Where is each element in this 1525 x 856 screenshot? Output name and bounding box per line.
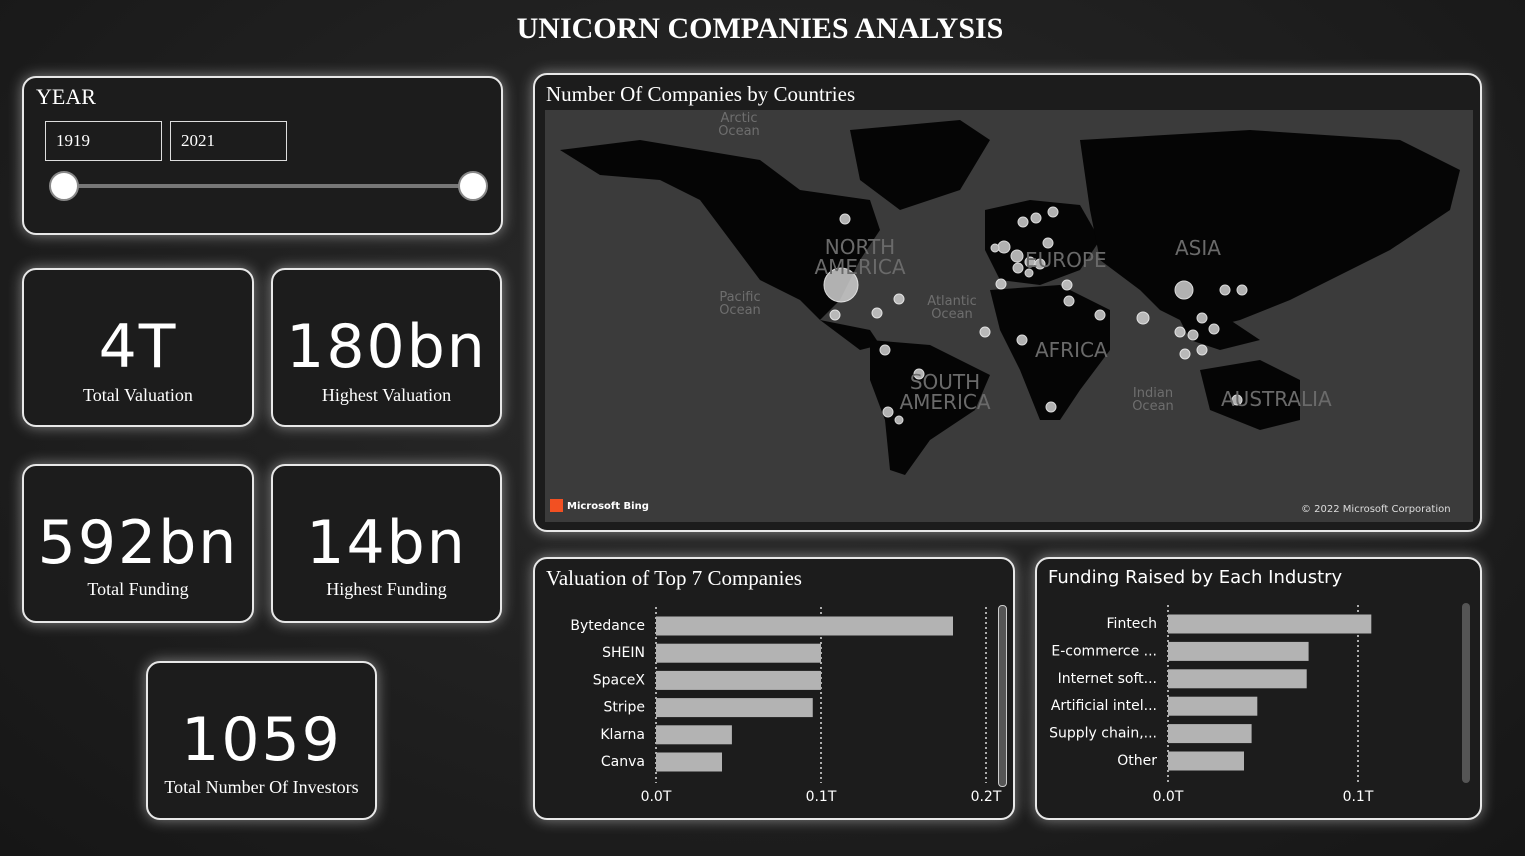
y-tick-label: Canva (601, 754, 645, 770)
map-title: Number Of Companies by Countries (546, 82, 856, 106)
y-tick-label: SpaceX (593, 672, 646, 688)
continent-label: EUROPE (1025, 248, 1107, 272)
bubbles (823, 206, 1248, 425)
continent-label: NORTH AMERICA (814, 235, 906, 279)
card-label: Total Number Of Investors (164, 777, 359, 797)
kpi-card: 592bn Total Funding (22, 464, 254, 623)
y-tick-label: SHEIN (602, 645, 645, 661)
x-tick-label: 0.0T (641, 789, 672, 805)
bar (656, 698, 813, 718)
kpi-card: 14bn Highest Funding (271, 464, 502, 623)
land (560, 120, 1460, 475)
bing-logo (550, 499, 563, 512)
bar (1168, 751, 1244, 771)
kpi-card: 1059 Total Number Of Investors (146, 661, 377, 820)
ocean-label: Atlantic Ocean (927, 294, 977, 322)
bar (656, 616, 953, 636)
y-tick-label: Artificial intel... (1051, 698, 1157, 714)
card-label: Highest Funding (326, 579, 447, 599)
bar (1168, 669, 1307, 689)
page-title: UNICORN COMPANIES ANALYSIS (516, 12, 1004, 45)
x-tick-label: 0.0T (1153, 789, 1184, 805)
bar (656, 752, 722, 772)
card-label: Total Valuation (83, 385, 193, 405)
y-tick-label: Bytedance (570, 618, 645, 634)
y-tick-label: E-commerce ... (1051, 643, 1157, 659)
chart-panel: Funding Raised by Each Industry 0.0T 0.1T… (1035, 557, 1482, 820)
y-tick-label: Internet soft... (1058, 671, 1157, 687)
bar (1168, 614, 1372, 634)
card-label: Highest Valuation (321, 385, 452, 405)
continent-label: AUSTRALIA (1221, 387, 1332, 411)
bar (656, 670, 821, 690)
bar (656, 643, 821, 663)
scrollbar[interactable] (1462, 603, 1470, 783)
x-tick-label: 0.1T (1343, 789, 1374, 805)
slider-knob[interactable] (49, 171, 79, 201)
chart-title: Valuation of Top 7 Companies (546, 566, 802, 590)
year-slicer: YEAR 1919 2021 (22, 76, 503, 235)
bar (656, 725, 732, 745)
ocean-label: Indian Ocean (1132, 386, 1174, 414)
kpi-card: 4T Total Valuation (22, 268, 254, 427)
bar (1168, 641, 1309, 661)
y-tick-label: Klarna (600, 727, 645, 743)
card-value: 592bn (37, 508, 239, 578)
bar-chart: 0.0T 0.1T Fintech E-commerce ... Internet so… (1049, 605, 1374, 805)
card-value: 1059 (181, 705, 342, 775)
ocean-label: Arctic Ocean (718, 111, 760, 139)
x-tick-label: 0.1T (806, 789, 837, 805)
card-value: 180bn (286, 312, 487, 382)
y-tick-label: Other (1117, 753, 1157, 769)
y-tick-label: Stripe (603, 700, 645, 716)
map[interactable] (545, 110, 1473, 522)
slider-knob[interactable] (458, 171, 488, 201)
scrollbar[interactable] (998, 605, 1007, 787)
bar (1168, 724, 1252, 744)
bar-chart: 0.0T 0.1T 0.2T Bytedance SHEIN SpaceX Stripe Kl… (570, 607, 1002, 805)
continent-label: ASIA (1175, 236, 1221, 260)
start-year[interactable]: 1919 (45, 121, 162, 161)
chart-title: Funding Raised by Each Industry (1048, 567, 1343, 588)
continent-label: AFRICA (1035, 338, 1108, 362)
end-year[interactable]: 2021 (170, 121, 287, 161)
map-logo: Microsoft Bing (567, 501, 649, 512)
x-tick-label: 0.2T (971, 789, 1002, 805)
map-panel: Number Of Companies by Countries Arctic … (533, 73, 1482, 532)
continent-label: SOUTH AMERICA (899, 370, 991, 414)
chart-panel: Valuation of Top 7 Companies 0.0T 0.1T 0.2… (533, 557, 1015, 820)
card-value: 4T (98, 312, 178, 382)
ocean-label: Pacific Ocean (719, 290, 761, 318)
card-label: Total Funding (87, 579, 189, 599)
kpi-card: 180bn Highest Valuation (271, 268, 502, 427)
card-value: 14bn (306, 508, 467, 578)
map-copyright: © 2022 Microsoft Corporation (1301, 504, 1451, 515)
slider-track (64, 184, 472, 188)
slicer-label: YEAR (36, 84, 96, 109)
y-tick-label: Supply chain,... (1049, 726, 1157, 742)
y-tick-label: Fintech (1107, 616, 1157, 632)
bar (1168, 696, 1258, 716)
